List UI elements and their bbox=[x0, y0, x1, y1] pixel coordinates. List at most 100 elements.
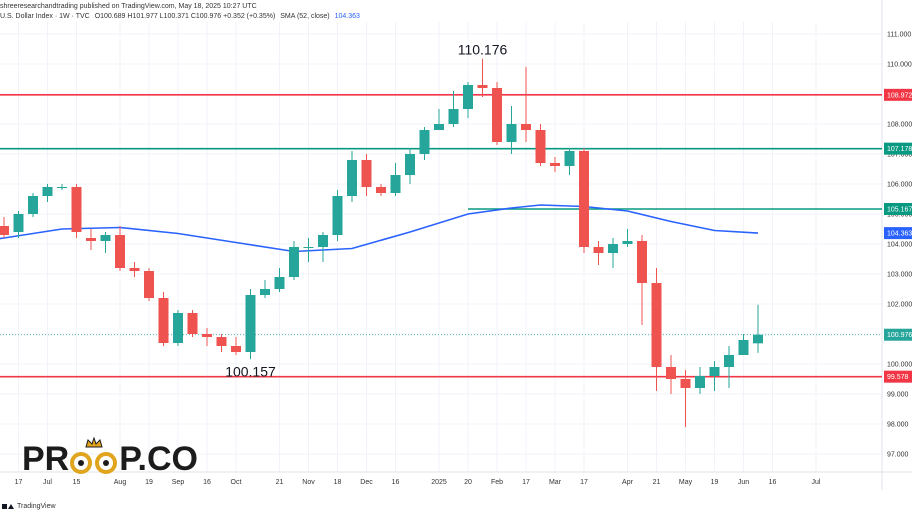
candle[interactable] bbox=[0, 217, 9, 238]
candle[interactable] bbox=[637, 235, 647, 325]
candle[interactable] bbox=[274, 268, 285, 292]
sma-line[interactable] bbox=[0, 204, 759, 253]
candle[interactable] bbox=[361, 154, 372, 196]
candle[interactable] bbox=[158, 292, 169, 346]
candle[interactable] bbox=[477, 58, 488, 97]
level-badge-bg bbox=[884, 370, 912, 383]
candle[interactable] bbox=[13, 211, 24, 238]
candle-body bbox=[202, 334, 212, 337]
candle[interactable] bbox=[57, 184, 67, 190]
x-axis[interactable]: 17 Jul 15 Aug 19 Sep 16 Oct 21 Nov 18 Dec 16 2025 20 Fe… bbox=[15, 479, 821, 486]
candle[interactable] bbox=[347, 151, 357, 202]
candle[interactable] bbox=[680, 370, 691, 427]
candle[interactable] bbox=[86, 229, 96, 250]
candle[interactable] bbox=[695, 367, 705, 394]
owl-eyes-icon bbox=[70, 437, 118, 479]
candle[interactable] bbox=[753, 304, 763, 353]
x-tick-label: Feb bbox=[491, 479, 503, 486]
candle[interactable] bbox=[332, 190, 343, 241]
candle[interactable] bbox=[129, 262, 140, 277]
candle-body bbox=[144, 271, 154, 298]
candle[interactable] bbox=[28, 193, 38, 217]
candle[interactable] bbox=[390, 163, 401, 196]
candle-body bbox=[724, 355, 734, 367]
x-tick-label: Jul bbox=[43, 479, 52, 486]
candle-body bbox=[231, 346, 241, 352]
candle[interactable] bbox=[521, 67, 531, 142]
candle-body bbox=[390, 175, 401, 193]
candle[interactable] bbox=[709, 361, 720, 391]
candle[interactable] bbox=[666, 355, 676, 394]
candle[interactable] bbox=[318, 232, 328, 262]
candle[interactable] bbox=[173, 310, 183, 346]
candle[interactable] bbox=[289, 241, 299, 280]
candle-body bbox=[666, 367, 676, 379]
candle[interactable] bbox=[376, 184, 386, 196]
candle[interactable] bbox=[651, 268, 662, 391]
candle[interactable] bbox=[71, 184, 82, 238]
candle[interactable] bbox=[579, 148, 589, 253]
level-badge: 99.578 bbox=[887, 374, 909, 381]
y-tick-label: 99.000 bbox=[887, 392, 909, 399]
candle-body bbox=[448, 109, 459, 124]
candle[interactable] bbox=[144, 268, 154, 301]
candle-body bbox=[579, 151, 589, 247]
candle[interactable] bbox=[448, 91, 459, 127]
candle-body bbox=[492, 88, 502, 142]
candle[interactable] bbox=[535, 124, 546, 166]
candle-body bbox=[738, 340, 749, 355]
symbol-title[interactable]: U.S. Dollar Index · 1W · TVC bbox=[0, 13, 90, 20]
price-axis-bg[interactable] bbox=[882, 0, 912, 513]
candle[interactable] bbox=[724, 346, 734, 388]
x-tick-label: 21 bbox=[276, 479, 284, 486]
candle[interactable] bbox=[115, 226, 125, 271]
candle[interactable] bbox=[202, 328, 212, 346]
candle[interactable] bbox=[42, 184, 53, 202]
candle-body bbox=[405, 154, 415, 175]
x-tick-label: 16 bbox=[392, 479, 400, 486]
candle-body bbox=[521, 124, 531, 130]
chart-header: shreeresearchandtrading published on Tra… bbox=[0, 3, 260, 10]
price-annotation: 110.176 bbox=[458, 42, 508, 58]
sma-label[interactable]: SMA (52, close) bbox=[280, 13, 330, 20]
candle[interactable] bbox=[260, 280, 270, 298]
x-tick-label: 16 bbox=[769, 479, 777, 486]
candle[interactable] bbox=[216, 334, 227, 352]
levels bbox=[0, 94, 882, 378]
candle[interactable] bbox=[187, 310, 198, 337]
candle[interactable] bbox=[492, 82, 502, 145]
candle-body bbox=[100, 235, 111, 241]
candle-body bbox=[709, 367, 720, 376]
candle[interactable] bbox=[434, 109, 444, 130]
x-tick-label: 18 bbox=[334, 479, 342, 486]
candle[interactable] bbox=[405, 148, 415, 184]
candle[interactable] bbox=[506, 106, 517, 154]
candle[interactable] bbox=[593, 241, 604, 265]
candle[interactable] bbox=[738, 334, 749, 355]
x-tick-label: Nov bbox=[302, 479, 315, 486]
candle[interactable] bbox=[245, 289, 256, 360]
candle-body bbox=[245, 295, 256, 352]
grid-lines bbox=[0, 22, 882, 472]
x-tick-label: 17 bbox=[15, 479, 23, 486]
candle[interactable] bbox=[550, 157, 560, 172]
candle[interactable] bbox=[608, 238, 618, 268]
publisher-text: shreeresearchandtrading published on Tra… bbox=[0, 3, 257, 10]
candle[interactable] bbox=[463, 82, 473, 118]
candle[interactable] bbox=[564, 148, 575, 175]
candle-body bbox=[289, 247, 299, 277]
candle[interactable] bbox=[622, 229, 633, 247]
candle-body bbox=[187, 313, 198, 334]
candle[interactable] bbox=[100, 232, 111, 253]
candle[interactable] bbox=[231, 337, 241, 355]
candles[interactable] bbox=[0, 58, 763, 427]
candle[interactable] bbox=[419, 127, 430, 160]
level-badge-bg bbox=[884, 142, 912, 155]
last-price-badge: 100.976 bbox=[887, 332, 912, 339]
level-badge: 107.178 bbox=[887, 146, 912, 153]
candle[interactable] bbox=[303, 238, 314, 262]
candle-body bbox=[622, 241, 633, 244]
price-annotation: 100.157 bbox=[225, 363, 276, 379]
